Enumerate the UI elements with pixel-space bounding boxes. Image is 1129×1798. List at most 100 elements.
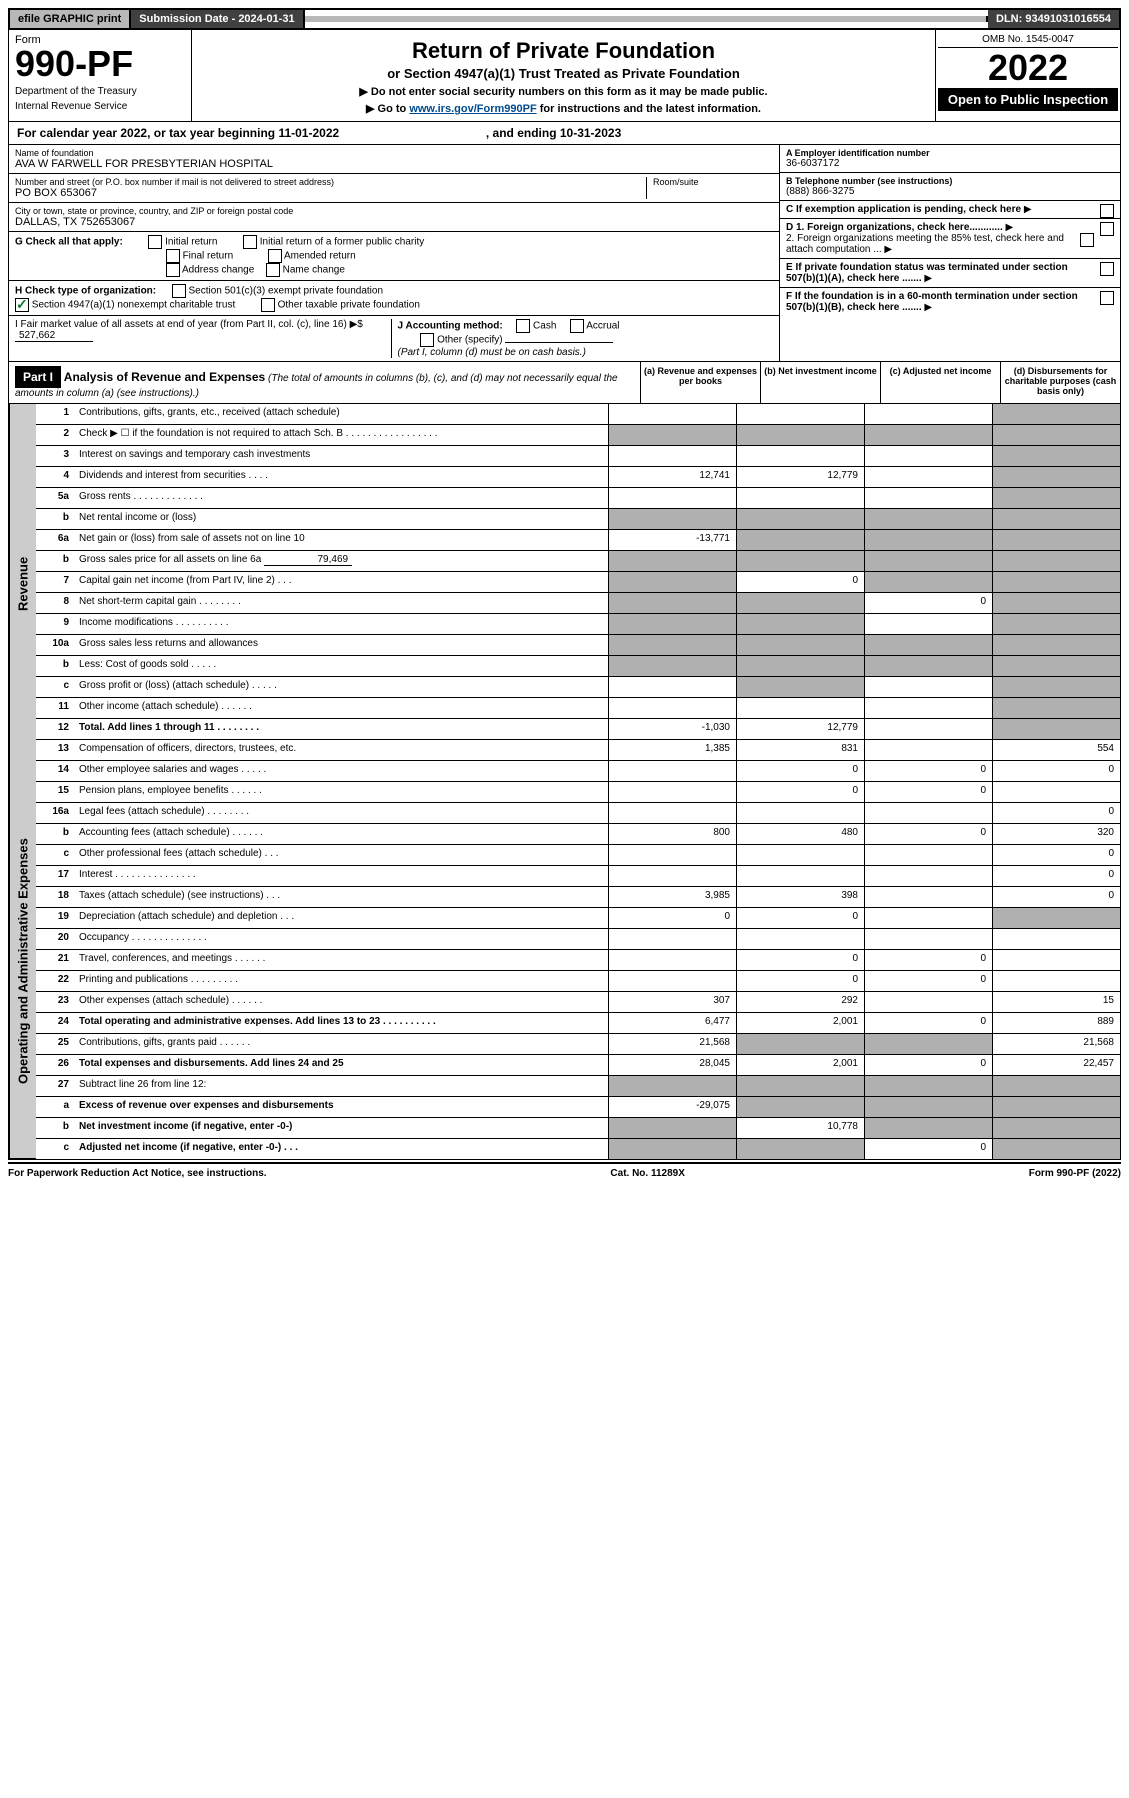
efile-badge: efile GRAPHIC print <box>10 10 131 28</box>
line-24: 24Total operating and administrative exp… <box>35 1013 1120 1034</box>
form-header: Form 990-PF Department of the Treasury I… <box>8 30 1121 122</box>
chk-d1[interactable] <box>1100 222 1114 236</box>
line-b: bGross sales price for all assets on lin… <box>35 551 1120 572</box>
line-14: 14Other employee salaries and wages . . … <box>35 761 1120 782</box>
footer-center: Cat. No. 11289X <box>610 1168 684 1179</box>
line-16a: 16aLegal fees (attach schedule) . . . . … <box>35 803 1120 824</box>
top-bar-spacer <box>305 16 988 22</box>
form-title: Return of Private Foundation <box>198 38 929 64</box>
chk-final[interactable] <box>166 249 180 263</box>
line-b: bAccounting fees (attach schedule) . . .… <box>35 824 1120 845</box>
line-27: 27Subtract line 26 from line 12: <box>35 1076 1120 1097</box>
part1-table: Revenue Operating and Administrative Exp… <box>8 404 1121 1160</box>
line-b: bLess: Cost of goods sold . . . . . <box>35 656 1120 677</box>
line-18: 18Taxes (attach schedule) (see instructi… <box>35 887 1120 908</box>
line-9: 9Income modifications . . . . . . . . . … <box>35 614 1120 635</box>
line-22: 22Printing and publications . . . . . . … <box>35 971 1120 992</box>
g-check-row: G Check all that apply: Initial return I… <box>9 232 779 281</box>
chk-cash[interactable] <box>516 319 530 333</box>
form-note-link: ▶ Go to www.irs.gov/Form990PF for instru… <box>198 102 929 115</box>
calendar-year-row: For calendar year 2022, or tax year begi… <box>8 122 1121 145</box>
line-17: 17Interest . . . . . . . . . . . . . . .… <box>35 866 1120 887</box>
line-26: 26Total expenses and disbursements. Add … <box>35 1055 1120 1076</box>
line-1: 1Contributions, gifts, grants, etc., rec… <box>35 404 1120 425</box>
col-d-head: (d) Disbursements for charitable purpose… <box>1000 362 1120 403</box>
tax-year: 2022 <box>938 48 1118 88</box>
page-footer: For Paperwork Reduction Act Notice, see … <box>8 1162 1121 1183</box>
line-12: 12Total. Add lines 1 through 11 . . . . … <box>35 719 1120 740</box>
chk-other-method[interactable] <box>420 333 434 347</box>
line-20: 20Occupancy . . . . . . . . . . . . . . <box>35 929 1120 950</box>
h-check-row: H Check type of organization: Section 50… <box>9 281 779 316</box>
form-id-block: Form 990-PF Department of the Treasury I… <box>9 30 192 121</box>
line-19: 19Depreciation (attach schedule) and dep… <box>35 908 1120 929</box>
line-21: 21Travel, conferences, and meetings . . … <box>35 950 1120 971</box>
line-2: 2Check ▶ ☐ if the foundation is not requ… <box>35 425 1120 446</box>
line-23: 23Other expenses (attach schedule) . . .… <box>35 992 1120 1013</box>
submission-date: Submission Date - 2024-01-31 <box>131 10 304 28</box>
f-cell: F If the foundation is in a 60-month ter… <box>780 288 1120 316</box>
line-25: 25Contributions, gifts, grants paid . . … <box>35 1034 1120 1055</box>
omb-number: OMB No. 1545-0047 <box>938 32 1118 48</box>
chk-other-tax[interactable] <box>261 298 275 312</box>
line-c: cOther professional fees (attach schedul… <box>35 845 1120 866</box>
dept-treasury: Department of the Treasury <box>15 86 185 97</box>
form-title-block: Return of Private Foundation or Section … <box>192 30 935 121</box>
chk-addrchg[interactable] <box>166 263 180 277</box>
entity-info: Name of foundation AVA W FARWELL FOR PRE… <box>8 145 1121 362</box>
line-c: cAdjusted net income (if negative, enter… <box>35 1139 1120 1159</box>
oae-side-label: Operating and Administrative Expenses <box>9 764 36 1159</box>
chk-accrual[interactable] <box>570 319 584 333</box>
chk-501c3[interactable] <box>172 284 186 298</box>
line-15: 15Pension plans, employee benefits . . .… <box>35 782 1120 803</box>
irs-label: Internal Revenue Service <box>15 101 185 112</box>
chk-c[interactable] <box>1100 204 1114 218</box>
chk-initial[interactable] <box>148 235 162 249</box>
form-subtitle: or Section 4947(a)(1) Trust Treated as P… <box>198 66 929 81</box>
chk-amended[interactable] <box>268 249 282 263</box>
col-b-head: (b) Net investment income <box>760 362 880 403</box>
chk-4947[interactable] <box>15 298 29 312</box>
fmv-value: 527,662 <box>15 330 93 342</box>
form-number: 990-PF <box>15 46 185 82</box>
line-b: bNet rental income or (loss) <box>35 509 1120 530</box>
phone-cell: B Telephone number (see instructions) (8… <box>780 173 1120 201</box>
line-10a: 10aGross sales less returns and allowanc… <box>35 635 1120 656</box>
line-3: 3Interest on savings and temporary cash … <box>35 446 1120 467</box>
form-note-ssn: ▶ Do not enter social security numbers o… <box>198 85 929 98</box>
line-11: 11Other income (attach schedule) . . . .… <box>35 698 1120 719</box>
line-b: bNet investment income (if negative, ent… <box>35 1118 1120 1139</box>
top-bar: efile GRAPHIC print Submission Date - 20… <box>8 8 1121 30</box>
col-a-head: (a) Revenue and expenses per books <box>640 362 760 403</box>
line-c: cGross profit or (loss) (attach schedule… <box>35 677 1120 698</box>
city-cell: City or town, state or province, country… <box>9 203 779 232</box>
chk-initial-former[interactable] <box>243 235 257 249</box>
line-6a: 6aNet gain or (loss) from sale of assets… <box>35 530 1120 551</box>
line-7: 7Capital gain net income (from Part IV, … <box>35 572 1120 593</box>
form-year-block: OMB No. 1545-0047 2022 Open to Public In… <box>935 30 1120 121</box>
d-cell: D 1. Foreign organizations, check here..… <box>780 219 1120 259</box>
chk-f[interactable] <box>1100 291 1114 305</box>
line-5a: 5aGross rents . . . . . . . . . . . . . <box>35 488 1120 509</box>
line-8: 8Net short-term capital gain . . . . . .… <box>35 593 1120 614</box>
chk-e[interactable] <box>1100 262 1114 276</box>
chk-d2[interactable] <box>1080 233 1094 247</box>
open-inspection: Open to Public Inspection <box>938 88 1118 111</box>
e-cell: E If private foundation status was termi… <box>780 259 1120 288</box>
revenue-side-label: Revenue <box>9 404 36 764</box>
line-13: 13Compensation of officers, directors, t… <box>35 740 1120 761</box>
col-c-head: (c) Adjusted net income <box>880 362 1000 403</box>
i-j-row: I Fair market value of all assets at end… <box>9 316 779 361</box>
c-cell: C If exemption application is pending, c… <box>780 201 1120 219</box>
part1-header: Part I Analysis of Revenue and Expenses … <box>8 362 1121 404</box>
line-4: 4Dividends and interest from securities … <box>35 467 1120 488</box>
dln: DLN: 93491031016554 <box>988 10 1119 28</box>
irs-link[interactable]: www.irs.gov/Form990PF <box>409 103 536 115</box>
address-row: Number and street (or P.O. box number if… <box>9 174 779 203</box>
part1-badge: Part I <box>15 366 61 388</box>
footer-left: For Paperwork Reduction Act Notice, see … <box>8 1168 267 1179</box>
ein-cell: A Employer identification number 36-6037… <box>780 145 1120 173</box>
chk-namechg[interactable] <box>266 263 280 277</box>
footer-right: Form 990-PF (2022) <box>1029 1168 1121 1179</box>
line-a: aExcess of revenue over expenses and dis… <box>35 1097 1120 1118</box>
